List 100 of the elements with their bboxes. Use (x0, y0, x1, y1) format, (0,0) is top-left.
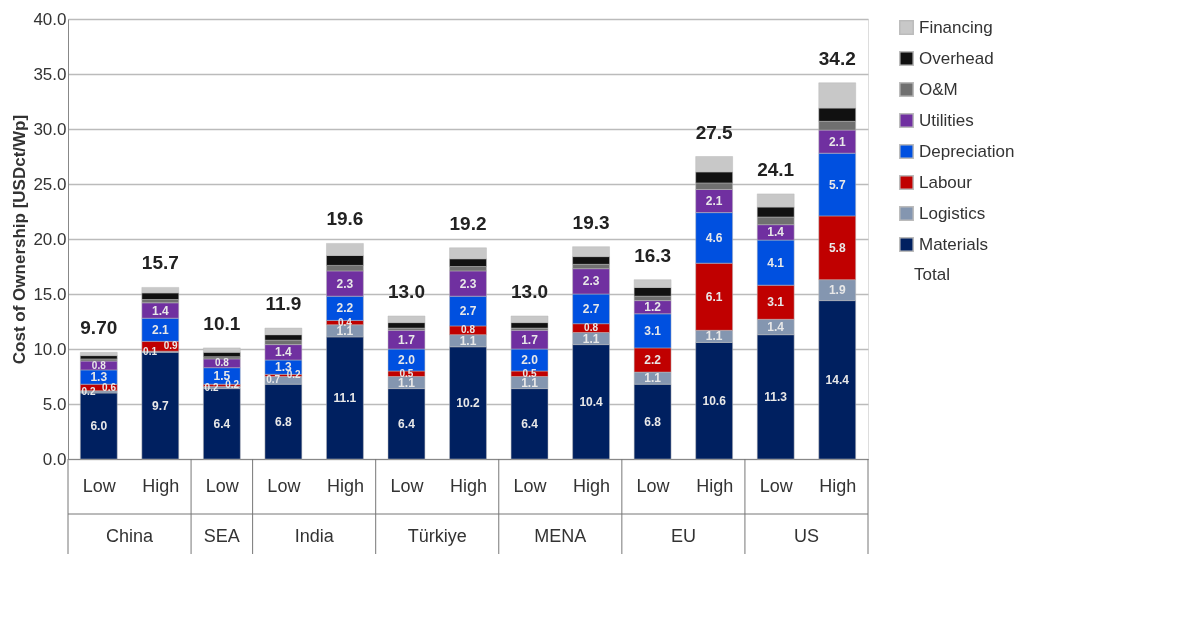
legend-label: O&M (919, 79, 958, 99)
data-label: 1.1 (705, 329, 723, 344)
total-label: 16.3 (634, 244, 672, 266)
total-label: 15.7 (141, 252, 179, 274)
data-label: 14.4 (825, 372, 850, 387)
x-tick-label: High (573, 475, 611, 496)
y-tick-label: 30.0 (33, 119, 67, 139)
data-label: 0.8 (214, 357, 230, 369)
total-label: 19.2 (449, 212, 487, 234)
data-label: 11.3 (764, 389, 788, 404)
legend-label: Utilities (919, 110, 974, 130)
data-label: 1.1 (582, 331, 600, 346)
legend-label: Financing (919, 17, 993, 37)
x-tick-label: Low (205, 475, 240, 496)
text: Total (914, 265, 950, 284)
total-label: 10.1 (203, 312, 241, 334)
x-tick-label: Low (82, 475, 117, 496)
x-tick-label: Low (267, 475, 302, 496)
data-label: 2.2 (644, 353, 662, 367)
x-tick-label: High (696, 475, 734, 496)
data-label: 3.1 (767, 295, 785, 310)
x-tick-label: Low (636, 475, 671, 496)
y-tick-label: 15.0 (33, 284, 67, 304)
legend-label: Labour (919, 172, 973, 192)
data-label: 1.4 (767, 225, 785, 240)
data-label: 5.8 (828, 240, 846, 255)
y-tick-label: 35.0 (33, 64, 67, 84)
data-label: 2.1 (705, 194, 723, 209)
total-label: 19.3 (572, 211, 610, 233)
text: MENA (534, 526, 587, 546)
data-label: 1.7 (521, 332, 539, 347)
data-label: 6.8 (275, 414, 293, 429)
x-tick-label: High (326, 475, 364, 496)
data-label: 0.6 (102, 381, 117, 393)
text: SEA (203, 526, 240, 546)
text: US (793, 526, 819, 546)
data-label: 11.1 (333, 390, 357, 405)
data-label: 10.4 (579, 394, 604, 409)
total-label: 9.70 (80, 317, 118, 339)
legend-label: Logistics (919, 203, 986, 223)
text: China (106, 526, 155, 546)
data-label: 1.2 (644, 300, 662, 315)
legend-label: Materials (919, 234, 988, 254)
y-tick-label: 40.0 (33, 9, 67, 29)
data-label: 5.7 (828, 177, 846, 192)
data-label: 3.1 (644, 323, 662, 338)
text: EU (670, 526, 696, 546)
data-label: 1.1 (644, 371, 662, 386)
total-label: 11.9 (265, 293, 302, 315)
data-label: 4.6 (705, 230, 723, 245)
data-label: 1.1 (459, 333, 477, 348)
data-label: 0.9 (163, 340, 178, 352)
data-label: 10.2 (456, 395, 480, 410)
text: Türkiye (407, 526, 467, 546)
total-label: 19.6 (326, 208, 364, 230)
data-label: 2.2 (336, 301, 354, 316)
x-tick-label: High (449, 475, 488, 496)
data-label: 6.4 (213, 416, 231, 431)
x-tick-label: Low (390, 475, 425, 496)
y-tick-label: 5.0 (42, 394, 67, 414)
data-label: 2.1 (828, 134, 846, 149)
total-label: 13.0 (387, 281, 425, 302)
data-label: 9.7 (151, 398, 169, 413)
data-label: 0.8 (91, 359, 107, 371)
y-tick-label: 10.0 (33, 339, 67, 359)
total-label: 27.5 (695, 121, 734, 143)
data-label: 1.4 (767, 320, 785, 334)
data-label: 2.0 (398, 353, 416, 367)
data-label: 0.5 (399, 367, 414, 379)
data-label: 0.1 (143, 345, 158, 357)
data-label: 6.4 (398, 416, 416, 431)
data-label: 2.0 (521, 353, 539, 367)
data-label: 2.3 (459, 276, 477, 291)
data-label: 0.5 (522, 367, 537, 379)
x-tick-label: Low (759, 475, 794, 496)
data-label: 2.1 (151, 322, 169, 337)
legend-label: Overhead (919, 48, 994, 68)
total-label: 34.2 (818, 47, 856, 69)
data-label: 1.7 (398, 332, 416, 347)
data-label: 6.0 (90, 419, 108, 433)
data-label: 1.4 (151, 303, 169, 318)
x-tick-label: High (142, 475, 180, 496)
y-tick-label: 25.0 (33, 174, 67, 194)
data-label: 2.3 (336, 276, 354, 291)
data-label: 2.3 (582, 274, 600, 289)
data-label: 10.6 (702, 393, 727, 408)
total-label: 13.0 (511, 281, 549, 302)
data-label: 1.4 (275, 345, 293, 360)
legend-label: Depreciation (919, 141, 1015, 161)
y-tick-label: 0.0 (42, 449, 67, 469)
x-tick-label: High (819, 475, 857, 496)
total-label: 24.1 (757, 158, 795, 180)
data-label: 6.4 (521, 416, 539, 431)
data-label: 2.7 (459, 304, 477, 319)
y-tick-label: 20.0 (33, 229, 67, 249)
data-label: 6.1 (705, 289, 723, 304)
text: India (294, 526, 335, 546)
data-label: 6.8 (644, 414, 662, 429)
data-label: 0.8 (461, 324, 476, 336)
data-label: 0.8 (584, 322, 599, 334)
